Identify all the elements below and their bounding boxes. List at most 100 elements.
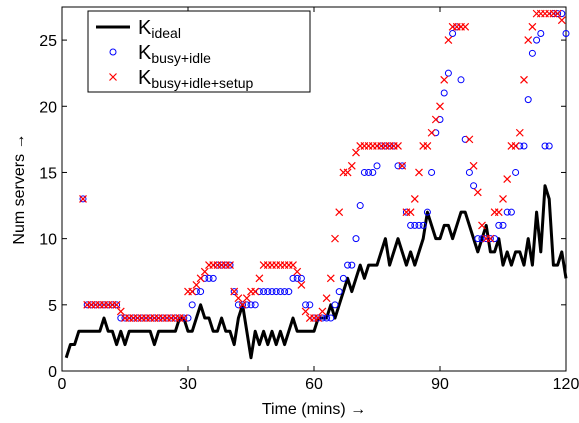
marker <box>301 307 310 316</box>
marker <box>112 300 121 309</box>
marker <box>407 221 415 229</box>
marker <box>507 208 515 216</box>
marker <box>268 288 276 296</box>
marker <box>331 234 339 243</box>
marker <box>423 208 431 216</box>
marker <box>197 288 205 296</box>
marker <box>230 288 238 296</box>
marker <box>474 235 482 243</box>
marker <box>234 294 243 303</box>
marker <box>499 195 507 203</box>
marker <box>503 175 512 183</box>
legend-subscript: busy+idle+setup <box>151 75 253 91</box>
marker <box>516 142 524 150</box>
marker <box>116 307 125 316</box>
marker <box>415 221 423 229</box>
y-tick-label: 10 <box>39 232 57 249</box>
legend-subscript: busy+idle <box>151 50 211 66</box>
marker <box>553 9 562 18</box>
legend-label: Kbusy+idle+setup <box>138 67 254 91</box>
marker <box>394 162 402 170</box>
marker <box>473 188 482 197</box>
x-tick-label: 120 <box>553 376 579 393</box>
x-tick-label: 0 <box>58 376 67 393</box>
marker <box>554 10 562 18</box>
legend-name: K <box>138 42 152 64</box>
marker <box>255 288 263 296</box>
marker <box>184 314 192 322</box>
marker <box>436 102 444 111</box>
marker <box>302 301 310 309</box>
marker <box>264 288 272 296</box>
marker <box>549 10 557 18</box>
marker <box>226 261 234 270</box>
marker <box>247 301 255 309</box>
marker <box>343 168 352 177</box>
marker <box>188 301 196 309</box>
marker <box>310 314 318 322</box>
marker <box>314 314 323 322</box>
marker <box>293 274 301 282</box>
marker <box>453 23 461 31</box>
marker <box>494 208 503 217</box>
marker <box>461 22 470 31</box>
marker <box>356 202 364 210</box>
marker <box>289 261 297 270</box>
marker <box>201 274 209 282</box>
marker <box>323 314 331 322</box>
marker <box>432 129 440 137</box>
marker <box>180 314 188 322</box>
marker <box>352 148 360 157</box>
marker <box>465 135 474 144</box>
marker <box>515 128 524 137</box>
marker <box>335 288 343 296</box>
legend-box <box>87 10 311 93</box>
marker <box>545 142 553 150</box>
marker <box>255 274 264 283</box>
marker <box>436 116 444 124</box>
marker <box>108 301 116 309</box>
marker <box>83 301 91 309</box>
marker <box>449 29 457 37</box>
marker <box>100 301 108 309</box>
marker <box>406 208 415 217</box>
legend-subscript: ideal <box>151 25 181 41</box>
y-tick-label: 15 <box>39 165 57 182</box>
marker <box>344 261 352 269</box>
y-tick-label: 20 <box>39 99 57 116</box>
marker <box>331 301 339 309</box>
marker <box>524 96 532 104</box>
marker <box>427 128 436 137</box>
marker <box>503 208 511 216</box>
marker <box>520 142 528 150</box>
marker <box>251 287 260 296</box>
marker <box>365 168 373 176</box>
marker <box>113 301 121 309</box>
marker <box>386 142 394 150</box>
legend-name: K <box>138 17 152 39</box>
legend-name: K <box>138 67 152 89</box>
marker <box>87 301 95 309</box>
marker <box>398 161 407 170</box>
marker <box>79 195 87 203</box>
marker <box>117 314 125 322</box>
y-axis-label: Num servers → <box>11 133 28 244</box>
marker <box>512 168 520 176</box>
marker <box>272 288 280 296</box>
marker <box>167 314 175 322</box>
marker <box>461 135 469 143</box>
marker <box>230 287 239 296</box>
legend-label: Kbusy+idle <box>138 42 211 66</box>
marker <box>486 235 494 243</box>
marker <box>104 301 112 309</box>
marker <box>306 301 314 309</box>
marker <box>339 274 347 282</box>
marker <box>470 182 478 190</box>
marker <box>428 168 436 176</box>
marker <box>410 195 419 203</box>
marker <box>121 314 129 322</box>
marker <box>520 75 528 84</box>
marker <box>369 168 377 176</box>
marker <box>478 221 486 230</box>
marker <box>209 274 217 282</box>
